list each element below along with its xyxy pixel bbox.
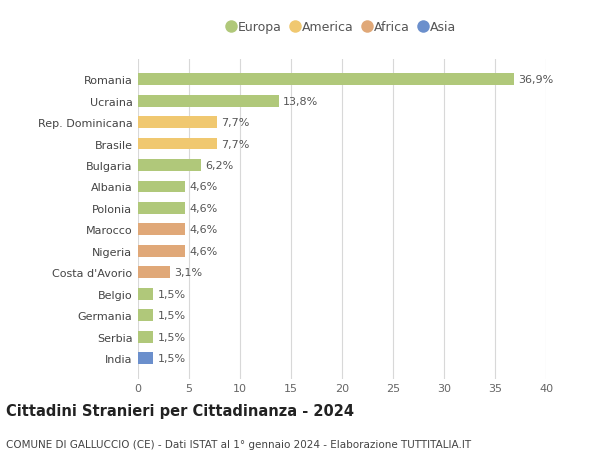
Bar [138, 117, 217, 129]
Bar [138, 74, 514, 86]
Bar [138, 267, 170, 279]
Text: 4,6%: 4,6% [189, 225, 217, 235]
Bar [138, 138, 217, 150]
Text: COMUNE DI GALLUCCIO (CE) - Dati ISTAT al 1° gennaio 2024 - Elaborazione TUTTITAL: COMUNE DI GALLUCCIO (CE) - Dati ISTAT al… [6, 440, 471, 449]
Bar [138, 95, 279, 107]
Text: 1,5%: 1,5% [157, 310, 185, 320]
Bar [138, 310, 154, 321]
Bar [138, 224, 185, 236]
Text: 3,1%: 3,1% [174, 268, 202, 278]
Bar [138, 288, 154, 300]
Text: 4,6%: 4,6% [189, 246, 217, 256]
Bar [138, 160, 201, 172]
Text: 13,8%: 13,8% [283, 96, 318, 106]
Bar [138, 202, 185, 214]
Legend: Europa, America, Africa, Asia: Europa, America, Africa, Asia [228, 21, 456, 34]
Text: 1,5%: 1,5% [157, 289, 185, 299]
Bar [138, 246, 185, 257]
Text: 4,6%: 4,6% [189, 182, 217, 192]
Text: Cittadini Stranieri per Cittadinanza - 2024: Cittadini Stranieri per Cittadinanza - 2… [6, 403, 354, 419]
Text: 1,5%: 1,5% [157, 353, 185, 363]
Text: 7,7%: 7,7% [221, 139, 249, 149]
Bar [138, 181, 185, 193]
Text: 7,7%: 7,7% [221, 118, 249, 128]
Bar [138, 353, 154, 364]
Text: 1,5%: 1,5% [157, 332, 185, 342]
Bar [138, 331, 154, 343]
Text: 4,6%: 4,6% [189, 203, 217, 213]
Text: 36,9%: 36,9% [518, 75, 554, 85]
Text: 6,2%: 6,2% [205, 161, 233, 171]
